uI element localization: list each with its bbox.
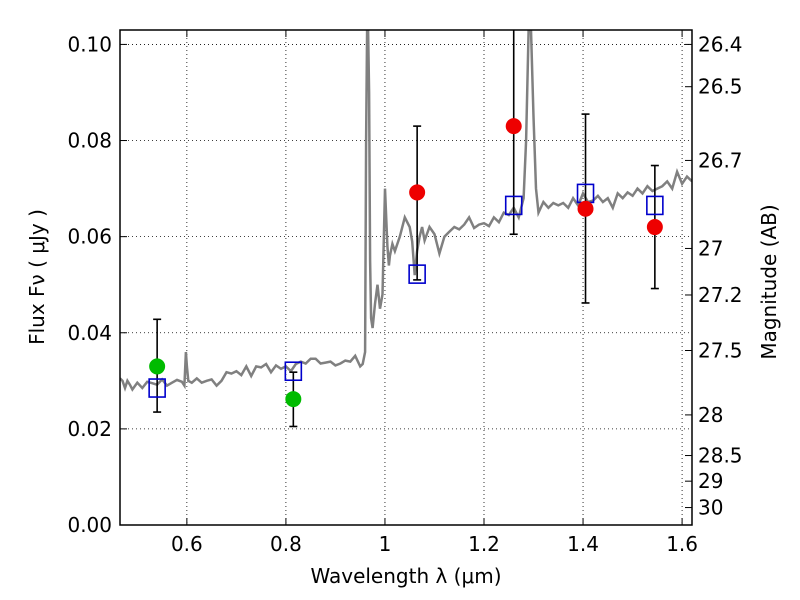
observed-point xyxy=(149,358,166,375)
mag-tick-label: 26.5 xyxy=(698,75,743,99)
model-point xyxy=(284,361,303,382)
mag-tick-label: 26.4 xyxy=(698,32,743,56)
model-point xyxy=(148,378,166,398)
y-tick-label: 0.04 xyxy=(67,321,112,345)
model-point xyxy=(646,195,664,216)
y-tick-label: 0.10 xyxy=(67,32,112,56)
x-tick-label: 0.6 xyxy=(171,532,203,556)
plot-area xyxy=(120,30,692,428)
x-axis-label: Wavelength λ (μm) xyxy=(310,564,501,588)
grid-lines xyxy=(120,30,692,525)
model-point xyxy=(504,195,523,216)
ticks: 0.6 0.8 1 1.2 1.4 1.6 0.00 0.02 0.04 0.06 0.08 0.10… xyxy=(67,30,743,556)
x-tick-label: 1 xyxy=(379,532,392,556)
y-tick-label: 0.08 xyxy=(67,129,112,153)
y-tick-label: 0.02 xyxy=(67,417,112,441)
x-tick-label: 1.4 xyxy=(567,532,599,556)
x-tick-label: 1.2 xyxy=(468,532,500,556)
y-axis-label: Flux Fν ( μJy ) xyxy=(25,209,49,345)
axes-frame xyxy=(119,29,693,526)
y-tick-label: 0.00 xyxy=(67,513,112,537)
mag-tick-label: 26.7 xyxy=(698,148,743,172)
mag-tick-label: 27 xyxy=(698,236,723,260)
x-tick-label: 0.8 xyxy=(270,532,302,556)
spectrum-line xyxy=(120,30,692,392)
mag-tick-label: 30 xyxy=(698,496,723,520)
y-axis-right-label: Magnitude (AB) xyxy=(757,204,781,359)
mag-tick-label: 28.5 xyxy=(698,444,743,468)
x-tick-label: 1.6 xyxy=(666,532,698,556)
observed-point xyxy=(285,391,302,408)
mag-tick-label: 27.2 xyxy=(698,283,743,307)
model-point xyxy=(408,264,426,284)
observed-point xyxy=(409,184,426,201)
y-tick-label: 0.06 xyxy=(67,225,112,249)
observed-point xyxy=(646,219,663,236)
mag-tick-label: 27.5 xyxy=(698,339,743,363)
observed-point xyxy=(505,118,522,135)
mag-tick-label: 29 xyxy=(698,469,723,493)
observed-point xyxy=(577,200,594,217)
mag-tick-label: 28 xyxy=(698,403,723,427)
